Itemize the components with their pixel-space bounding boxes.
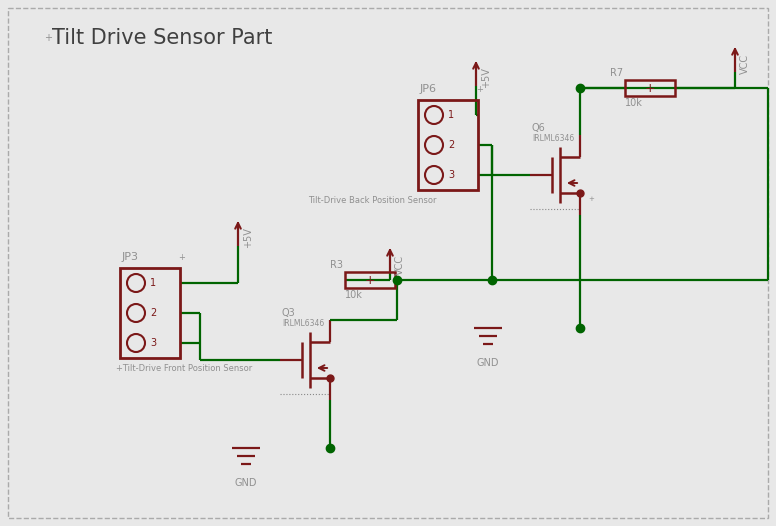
Text: +5V: +5V [243, 228, 253, 248]
Text: JP3: JP3 [122, 252, 139, 262]
Text: +: + [588, 196, 594, 202]
Bar [418, 100, 478, 190]
Text: +: + [645, 83, 655, 96]
Text: JP6: JP6 [420, 84, 437, 94]
Text: 1: 1 [150, 278, 156, 288]
Text: IRLML6346: IRLML6346 [282, 319, 324, 328]
Text: R3: R3 [330, 260, 343, 270]
Text: R7: R7 [610, 68, 623, 78]
Text: GND: GND [476, 358, 499, 368]
Text: +: + [476, 85, 483, 94]
Text: 2: 2 [150, 308, 156, 318]
Text: Tilt-Drive Back Position Sensor: Tilt-Drive Back Position Sensor [308, 196, 436, 205]
Text: 3: 3 [150, 338, 156, 348]
Text: 2: 2 [448, 140, 454, 150]
Bar [625, 80, 675, 96]
Text: +: + [365, 275, 376, 288]
Bar [345, 272, 395, 288]
Text: 10k: 10k [625, 98, 643, 108]
Text: VCC: VCC [395, 255, 405, 275]
Text: Q6: Q6 [532, 123, 546, 133]
Text: VCC: VCC [740, 54, 750, 74]
Text: 1: 1 [448, 110, 454, 120]
Text: 3: 3 [448, 170, 454, 180]
Text: IRLML6346: IRLML6346 [532, 134, 574, 143]
Text: 10k: 10k [345, 290, 363, 300]
Text: GND: GND [235, 478, 258, 488]
Text: Tilt Drive Sensor Part: Tilt Drive Sensor Part [52, 28, 272, 48]
Text: +5V: +5V [481, 67, 491, 88]
Bar [120, 268, 180, 358]
Text: +Tilt-Drive Front Position Sensor: +Tilt-Drive Front Position Sensor [116, 364, 252, 373]
Text: +: + [44, 33, 52, 43]
Text: Q3: Q3 [282, 308, 296, 318]
Text: +: + [178, 253, 185, 262]
